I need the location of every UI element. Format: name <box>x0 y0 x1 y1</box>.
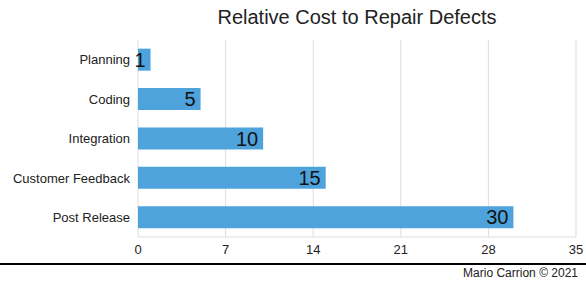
html-text:Relative Cost to Repair Defect: Relative Cost to Repair Defects <box>217 6 497 28</box>
svg-text:Integration: Integration <box>69 131 130 146</box>
svg-text:5: 5 <box>184 88 195 110</box>
svg-text:14: 14 <box>306 242 320 257</box>
svg-text:7: 7 <box>222 242 229 257</box>
svg-text:35: 35 <box>569 242 578 257</box>
svg-text:Customer Feedback: Customer Feedback <box>13 171 131 186</box>
svg-text:30: 30 <box>486 206 508 228</box>
svg-text:1: 1 <box>134 49 145 71</box>
svg-text:15: 15 <box>298 167 320 189</box>
html-text:Mario Carrion © 2021: Mario Carrion © 2021 <box>463 266 578 280</box>
svg-text:10: 10 <box>236 128 258 150</box>
svg-text:21: 21 <box>394 242 408 257</box>
svg-text:0: 0 <box>134 242 141 257</box>
svg-text:Planning: Planning <box>79 52 130 67</box>
svg-text:28: 28 <box>481 242 495 257</box>
svg-text:Coding: Coding <box>89 92 130 107</box>
svg-text:Post Release: Post Release <box>53 210 130 225</box>
